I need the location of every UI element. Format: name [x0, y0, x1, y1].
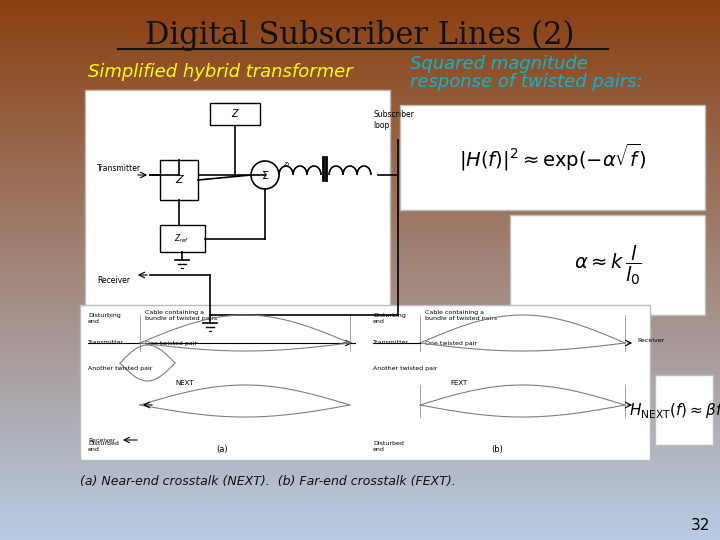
Text: Disturbed
end: Disturbed end	[88, 441, 119, 452]
Text: Simplified hybrid transformer: Simplified hybrid transformer	[88, 63, 353, 81]
Text: Disturbing
end: Disturbing end	[88, 313, 121, 324]
Bar	[85, 90, 390, 350]
Text: $H_{\mathrm{NEXT}}(f) \approx \beta f^{3/2}$: $H_{\mathrm{NEXT}}(f) \approx \beta f^{3…	[629, 399, 720, 421]
Text: Receiver: Receiver	[88, 437, 115, 442]
Bar	[210, 103, 260, 125]
Text: (a): (a)	[216, 445, 228, 454]
Text: $\Sigma$: $\Sigma$	[261, 169, 269, 181]
Text: One twisted pair: One twisted pair	[145, 341, 197, 346]
Text: $z_1$: $z_1$	[283, 160, 292, 170]
Text: Z: Z	[175, 175, 183, 185]
Text: Disturbed
end: Disturbed end	[373, 441, 404, 452]
Bar	[160, 225, 205, 252]
Text: response of twisted pairs:: response of twisted pairs:	[410, 73, 643, 91]
Text: One twisted pair: One twisted pair	[425, 341, 477, 346]
Text: 32: 32	[690, 517, 710, 532]
Text: Transmitter: Transmitter	[373, 341, 409, 346]
Text: $Z_{ref}$: $Z_{ref}$	[174, 233, 190, 245]
Text: Receiver: Receiver	[97, 276, 130, 285]
Text: Another twisted pair: Another twisted pair	[88, 366, 153, 371]
Text: Disturbing
end: Disturbing end	[373, 313, 406, 324]
Text: Cable containing a
bundle of twisted pairs: Cable containing a bundle of twisted pai…	[145, 310, 217, 321]
Text: Squared magnitude: Squared magnitude	[410, 55, 588, 73]
Text: Receiver: Receiver	[637, 339, 665, 343]
Bar	[400, 105, 705, 210]
Bar	[80, 305, 650, 460]
Text: Another twisted pair: Another twisted pair	[373, 366, 437, 371]
Text: Cable containing a
bundle of twisted pairs: Cable containing a bundle of twisted pai…	[425, 310, 497, 321]
Text: $|H(f)|^2 \approx \exp(-\alpha\sqrt{f})$: $|H(f)|^2 \approx \exp(-\alpha\sqrt{f})$	[459, 142, 647, 173]
Text: FEXT: FEXT	[450, 380, 467, 386]
Bar	[160, 160, 198, 200]
Text: Transmitter: Transmitter	[97, 164, 141, 173]
Bar	[510, 215, 705, 315]
Text: (b): (b)	[491, 445, 503, 454]
Text: NEXT: NEXT	[175, 380, 194, 386]
Text: Digital Subscriber Lines (2): Digital Subscriber Lines (2)	[145, 19, 575, 51]
Text: Z: Z	[232, 109, 238, 119]
Bar	[655, 375, 713, 445]
Bar	[658, 375, 713, 440]
Text: Subscriber
loop: Subscriber loop	[373, 110, 414, 130]
Text: $\alpha \approx k\,\dfrac{l}{l_0}$: $\alpha \approx k\,\dfrac{l}{l_0}$	[574, 244, 642, 287]
Text: (a) Near-end crosstalk (NEXT).  (b) Far-end crosstalk (FEXT).: (a) Near-end crosstalk (NEXT). (b) Far-e…	[80, 476, 456, 489]
Text: Transmitter: Transmitter	[88, 341, 124, 346]
